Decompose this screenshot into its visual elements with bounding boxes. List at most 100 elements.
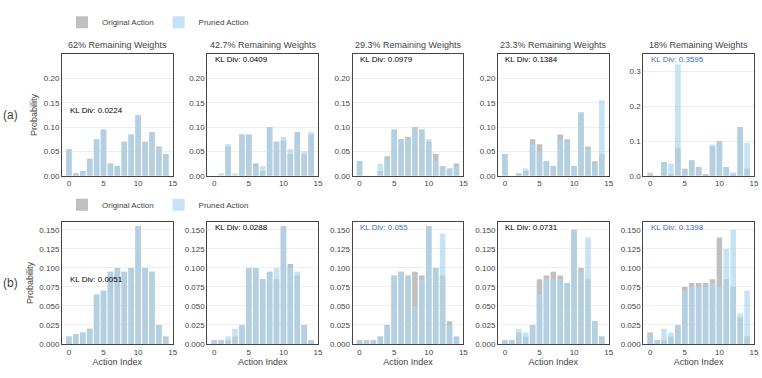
svg-text:Action Index: Action Index xyxy=(238,357,288,367)
svg-text:0.125: 0.125 xyxy=(330,245,351,254)
svg-text:0.050: 0.050 xyxy=(621,302,642,311)
svg-text:0.00: 0.00 xyxy=(44,172,60,181)
svg-text:Pruned Action: Pruned Action xyxy=(199,18,249,27)
svg-text:15: 15 xyxy=(604,348,613,357)
svg-text:5: 5 xyxy=(392,179,397,188)
svg-text:KL Div: 0.0051: KL Div: 0.0051 xyxy=(70,275,123,284)
svg-text:0.075: 0.075 xyxy=(475,283,496,292)
svg-text:62% Remaining Weights: 62% Remaining Weights xyxy=(68,40,167,50)
svg-text:0.075: 0.075 xyxy=(621,283,642,292)
svg-text:0.0: 0.0 xyxy=(630,172,642,181)
svg-text:23.3% Remaining Weights: 23.3% Remaining Weights xyxy=(500,40,606,50)
svg-text:0.15: 0.15 xyxy=(334,99,350,108)
svg-text:0.10: 0.10 xyxy=(189,123,205,132)
svg-text:0.050: 0.050 xyxy=(185,302,206,311)
svg-text:0: 0 xyxy=(357,348,362,357)
svg-text:0.000: 0.000 xyxy=(621,340,642,349)
svg-text:(b): (b) xyxy=(3,276,18,290)
svg-text:0.05: 0.05 xyxy=(334,147,350,156)
svg-text:5: 5 xyxy=(537,348,542,357)
svg-text:10: 10 xyxy=(134,179,143,188)
svg-text:0.20: 0.20 xyxy=(334,74,350,83)
svg-text:0.10: 0.10 xyxy=(44,123,60,132)
svg-text:0.125: 0.125 xyxy=(39,245,60,254)
svg-text:0.15: 0.15 xyxy=(189,99,205,108)
svg-text:KL Div: 0.1398: KL Div: 0.1398 xyxy=(651,223,704,232)
svg-text:0.125: 0.125 xyxy=(621,245,642,254)
svg-text:0.000: 0.000 xyxy=(185,340,206,349)
svg-text:5: 5 xyxy=(247,348,252,357)
svg-text:KL Div: 0.1384: KL Div: 0.1384 xyxy=(505,55,558,64)
svg-text:0.000: 0.000 xyxy=(330,340,351,349)
svg-text:0: 0 xyxy=(67,179,72,188)
svg-text:5: 5 xyxy=(537,179,542,188)
svg-text:0.05: 0.05 xyxy=(189,147,205,156)
svg-text:KL Div: 0.3595: KL Div: 0.3595 xyxy=(651,55,704,64)
svg-text:15: 15 xyxy=(314,179,323,188)
svg-text:0.00: 0.00 xyxy=(189,172,205,181)
svg-text:0.000: 0.000 xyxy=(39,340,60,349)
svg-text:Action Index: Action Index xyxy=(674,357,724,367)
svg-text:0.125: 0.125 xyxy=(475,245,496,254)
svg-text:0.025: 0.025 xyxy=(621,321,642,330)
svg-text:29.3% Remaining Weights: 29.3% Remaining Weights xyxy=(355,40,461,50)
svg-text:10: 10 xyxy=(424,348,433,357)
svg-text:0.05: 0.05 xyxy=(480,147,496,156)
svg-text:0.1: 0.1 xyxy=(630,137,642,146)
svg-text:0.150: 0.150 xyxy=(330,226,351,235)
svg-text:0: 0 xyxy=(503,179,508,188)
svg-text:KL Div: 0.0224: KL Div: 0.0224 xyxy=(70,106,123,115)
svg-text:42.7% Remaining Weights: 42.7% Remaining Weights xyxy=(210,40,316,50)
svg-text:5: 5 xyxy=(683,179,688,188)
svg-text:0.15: 0.15 xyxy=(480,99,496,108)
svg-text:Pruned Action: Pruned Action xyxy=(199,201,249,210)
svg-text:0.2: 0.2 xyxy=(630,102,642,111)
svg-text:0.150: 0.150 xyxy=(39,226,60,235)
svg-text:0.100: 0.100 xyxy=(621,264,642,273)
svg-text:0: 0 xyxy=(212,179,217,188)
svg-text:0.050: 0.050 xyxy=(330,302,351,311)
svg-text:10: 10 xyxy=(134,348,143,357)
svg-text:KL Div: 0.0731: KL Div: 0.0731 xyxy=(505,223,558,232)
svg-text:0.150: 0.150 xyxy=(475,226,496,235)
svg-text:0: 0 xyxy=(67,348,72,357)
svg-text:15: 15 xyxy=(750,348,759,357)
svg-text:10: 10 xyxy=(570,179,579,188)
svg-text:0.025: 0.025 xyxy=(185,321,206,330)
svg-text:0.100: 0.100 xyxy=(185,264,206,273)
svg-text:0.025: 0.025 xyxy=(39,321,60,330)
svg-text:0.025: 0.025 xyxy=(330,321,351,330)
svg-text:Action Index: Action Index xyxy=(529,357,579,367)
svg-text:KL Div: 0.0288: KL Div: 0.0288 xyxy=(215,223,268,232)
svg-text:Original Action: Original Action xyxy=(102,18,154,27)
svg-text:10: 10 xyxy=(570,348,579,357)
svg-text:15: 15 xyxy=(314,348,323,357)
svg-text:0: 0 xyxy=(503,348,508,357)
svg-text:0.050: 0.050 xyxy=(475,302,496,311)
svg-text:0: 0 xyxy=(212,348,217,357)
svg-text:(a): (a) xyxy=(3,108,18,122)
svg-text:0.20: 0.20 xyxy=(44,74,60,83)
svg-text:Action Index: Action Index xyxy=(383,357,433,367)
svg-text:0.15: 0.15 xyxy=(44,99,60,108)
svg-text:0.075: 0.075 xyxy=(39,283,60,292)
svg-text:15: 15 xyxy=(604,179,613,188)
svg-text:Action Index: Action Index xyxy=(93,357,143,367)
svg-text:15: 15 xyxy=(459,348,468,357)
svg-text:15: 15 xyxy=(459,179,468,188)
svg-text:Original Action: Original Action xyxy=(102,201,154,210)
svg-text:0.075: 0.075 xyxy=(185,283,206,292)
svg-text:10: 10 xyxy=(424,179,433,188)
svg-text:0.150: 0.150 xyxy=(621,226,642,235)
svg-text:0.00: 0.00 xyxy=(334,172,350,181)
svg-text:0.050: 0.050 xyxy=(39,302,60,311)
svg-text:KL Div: 0.0979: KL Div: 0.0979 xyxy=(360,55,413,64)
svg-text:0.00: 0.00 xyxy=(480,172,496,181)
svg-text:0.100: 0.100 xyxy=(39,264,60,273)
svg-text:0.20: 0.20 xyxy=(189,74,205,83)
svg-text:0.000: 0.000 xyxy=(475,340,496,349)
svg-text:0.025: 0.025 xyxy=(475,321,496,330)
svg-text:10: 10 xyxy=(279,348,288,357)
svg-text:10: 10 xyxy=(715,179,724,188)
svg-text:0.075: 0.075 xyxy=(330,283,351,292)
